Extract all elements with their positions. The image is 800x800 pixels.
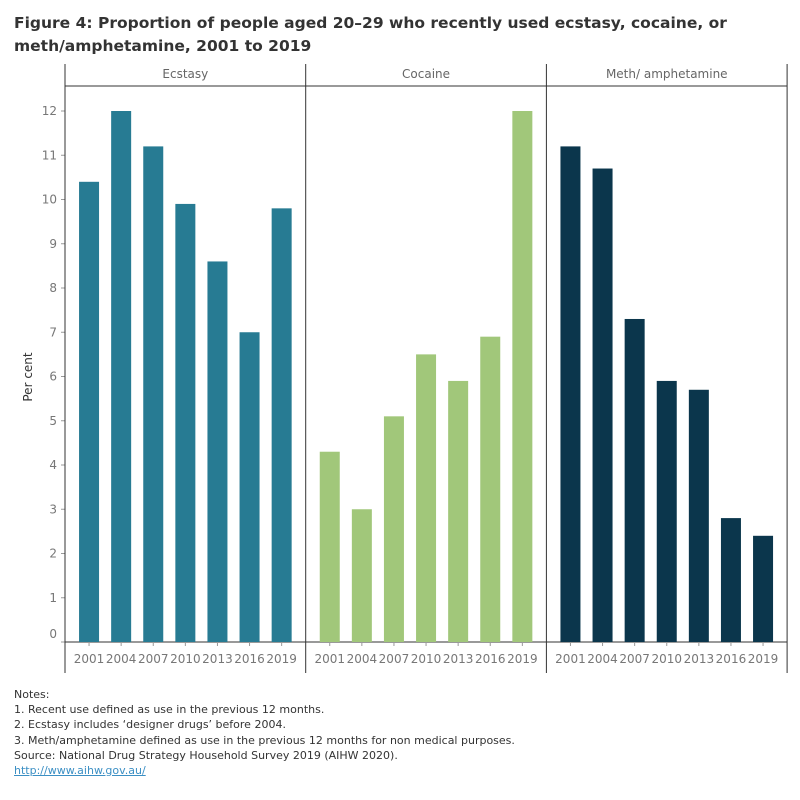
x-tick-label: 2007 bbox=[379, 652, 410, 666]
x-tick-label: 2001 bbox=[74, 652, 105, 666]
bar bbox=[207, 261, 228, 642]
source-line: Source: National Drug Strategy Household… bbox=[14, 748, 398, 762]
y-tick-label: 5 bbox=[49, 414, 57, 428]
source-link[interactable]: http://www.aihw.gov.au/ bbox=[14, 764, 146, 778]
bar bbox=[480, 336, 501, 642]
bar bbox=[111, 111, 132, 642]
x-tick-label: 2004 bbox=[587, 652, 618, 666]
bar bbox=[512, 111, 533, 642]
bar bbox=[79, 181, 100, 643]
x-tick-label: 2016 bbox=[716, 652, 747, 666]
bar bbox=[143, 146, 164, 642]
x-tick-label: 2010 bbox=[170, 652, 201, 666]
y-tick-label: 0 bbox=[49, 627, 57, 641]
note-line: 1. Recent use defined as use in the prev… bbox=[14, 703, 325, 717]
x-tick-label: 2013 bbox=[684, 652, 715, 666]
x-tick-label: 2001 bbox=[314, 652, 345, 666]
note-line: 3. Meth/amphetamine defined as use in th… bbox=[14, 733, 515, 747]
bar bbox=[753, 535, 774, 642]
bar bbox=[416, 354, 437, 642]
panel-header: Ecstasy bbox=[162, 67, 208, 81]
y-tick-label: 9 bbox=[49, 237, 57, 251]
y-tick-label: 3 bbox=[49, 502, 57, 516]
x-tick-label: 2013 bbox=[443, 652, 474, 666]
bar bbox=[175, 203, 196, 643]
y-tick-label: 12 bbox=[42, 104, 57, 118]
y-tick-label: 2 bbox=[49, 547, 57, 561]
bar bbox=[688, 389, 709, 642]
notes: Notes: 1. Recent use defined as use in t… bbox=[14, 687, 515, 778]
x-tick-label: 2001 bbox=[555, 652, 586, 666]
bar bbox=[656, 380, 677, 642]
notes-heading: Notes: bbox=[14, 688, 50, 701]
panel-header: Meth/ amphetamine bbox=[606, 67, 728, 81]
y-tick-label: 1 bbox=[49, 591, 57, 605]
y-tick-label: 4 bbox=[49, 458, 57, 472]
x-tick-label: 2004 bbox=[106, 652, 137, 666]
chart-title: Figure 4: Proportion of people aged 20–2… bbox=[14, 14, 727, 55]
x-tick-label: 2016 bbox=[234, 652, 265, 666]
bar bbox=[592, 168, 613, 642]
x-tick-label: 2004 bbox=[347, 652, 378, 666]
y-tick-label: 10 bbox=[42, 193, 57, 207]
x-tick-label: 2007 bbox=[619, 652, 650, 666]
y-tick-label: 6 bbox=[49, 370, 57, 384]
note-line: 2. Ecstasy includes ‘designer drugs’ bef… bbox=[14, 718, 286, 732]
y-tick-label: 8 bbox=[49, 281, 57, 295]
y-tick-label: 11 bbox=[42, 148, 57, 162]
bar bbox=[560, 146, 581, 642]
bar bbox=[624, 318, 645, 642]
bar bbox=[448, 380, 469, 642]
bar bbox=[720, 518, 741, 642]
bar bbox=[351, 509, 372, 642]
bar bbox=[319, 451, 340, 642]
bar bbox=[271, 208, 292, 642]
panel-header: Cocaine bbox=[402, 67, 450, 81]
x-tick-label: 2016 bbox=[475, 652, 506, 666]
x-tick-label: 2010 bbox=[411, 652, 442, 666]
y-tick-label: 7 bbox=[49, 325, 57, 339]
x-tick-label: 2007 bbox=[138, 652, 169, 666]
x-tick-label: 2013 bbox=[202, 652, 233, 666]
bar bbox=[383, 416, 404, 642]
x-tick-label: 2019 bbox=[266, 652, 297, 666]
x-tick-label: 2019 bbox=[507, 652, 538, 666]
x-tick-label: 2019 bbox=[748, 652, 779, 666]
bar bbox=[239, 332, 260, 642]
x-tick-label: 2010 bbox=[651, 652, 682, 666]
y-axis-label: Per cent bbox=[21, 352, 35, 402]
